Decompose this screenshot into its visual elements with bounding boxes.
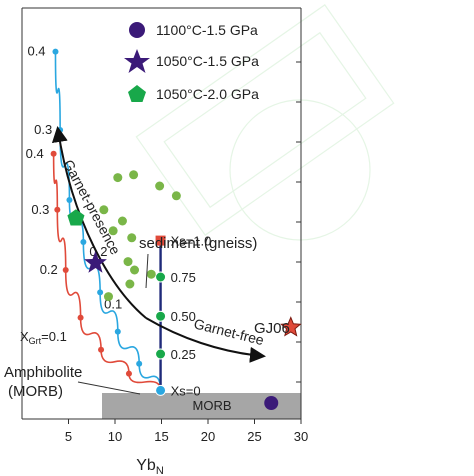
x-axis-label-sub: N <box>156 465 164 476</box>
legend-pentagon-marker <box>128 85 146 102</box>
garnet-presence-arrow <box>51 126 147 319</box>
amphibolite-pointer <box>77 381 141 395</box>
star-point <box>84 251 107 273</box>
x-tick-label: 10 <box>108 429 122 444</box>
legend-star-marker <box>124 49 150 73</box>
sediment-point-label: Xs=1.0 <box>171 234 212 249</box>
garnet-free-arrow <box>145 317 266 363</box>
mixing-curve-point <box>125 370 132 377</box>
sediment-point <box>155 271 167 283</box>
x-axis-label-main: Yb <box>136 457 156 474</box>
sediment-mixing-points: Xs=0 0.25 0.50 0.75 Xs=1.0 <box>155 234 212 398</box>
legend-label-2: 1050°C-1.5 GPa <box>156 53 259 69</box>
x-tick-label: 20 <box>201 429 215 444</box>
circle-point <box>99 205 109 215</box>
mixing-curve-label: 0.4 <box>27 44 45 59</box>
legend: 1100°C-1.5 GPa 1050°C-1.5 GPa 1050°C-2.0… <box>124 22 259 102</box>
sediment-point <box>155 310 167 322</box>
sediment-point <box>155 348 167 360</box>
gj06-label: GJ06 <box>254 320 290 337</box>
mixing-curve-point <box>62 267 69 273</box>
sediment-point-label: Xs=0 <box>171 383 201 398</box>
legend-circle-marker <box>129 22 145 38</box>
circle-point <box>264 396 279 410</box>
circle-point <box>171 191 181 201</box>
circle-point <box>123 257 133 267</box>
circle-point <box>103 292 113 302</box>
xgrt-prefix: X <box>20 329 29 344</box>
legend-label-3: 1050°C-2.0 GPa <box>156 86 259 102</box>
x-tick-label: 30 <box>294 429 308 444</box>
xgrt-sub: Grt <box>29 336 42 346</box>
circle-point <box>127 233 137 243</box>
mixing-curve-label: 0.3 <box>31 202 49 217</box>
circle-point <box>129 170 139 180</box>
mixing-curve-points: 0.40.30.20.10.40.30.2 <box>26 44 143 377</box>
sediment-square-marker <box>155 235 166 246</box>
legend-label-1: 1100°C-1.5 GPa <box>156 22 258 38</box>
amphibolite-label-line2: (MORB) <box>8 383 63 400</box>
circle-point <box>125 279 135 289</box>
mixing-curve-point <box>98 346 105 353</box>
xgrt-label: XGrt=0.1 <box>20 329 67 346</box>
mixing-curve-point <box>66 197 73 203</box>
mixing-curve-point <box>136 360 143 367</box>
circle-point <box>117 216 127 226</box>
mixing-curve-point <box>54 206 61 213</box>
mixing-curve-point <box>97 289 104 296</box>
circle-point <box>155 181 165 191</box>
x-tick-label: 25 <box>247 429 261 444</box>
pentagon-point <box>67 209 85 226</box>
x-ticks: 5 10 15 20 25 30 <box>65 419 308 444</box>
mixing-curve-point <box>114 328 121 335</box>
scatter-points <box>67 170 302 410</box>
right-ticks <box>296 61 301 383</box>
sediment-point <box>155 384 167 396</box>
mixing-curve-point <box>50 150 57 157</box>
sediment-pointer <box>145 253 149 289</box>
sediment-point-label: 0.50 <box>171 309 196 324</box>
sediment-label: sediment (gneiss) <box>139 235 257 252</box>
mixing-curve-point <box>52 48 59 55</box>
mixing-curve-label: 0.2 <box>40 262 58 277</box>
circle-point <box>146 269 156 279</box>
circle-point <box>130 265 140 275</box>
x-tick-label: 15 <box>154 429 168 444</box>
xgrt-suffix: =0.1 <box>41 329 67 344</box>
x-tick-label: 5 <box>65 429 72 444</box>
gj06-star-point <box>280 316 302 337</box>
x-axis-label: YbN <box>136 457 164 476</box>
mixing-curve-point <box>80 239 87 245</box>
sediment-point-label: 0.75 <box>171 270 196 285</box>
circle-point <box>113 173 123 183</box>
circle-point <box>108 226 118 236</box>
mixing-curve-label: 0.3 <box>34 122 52 137</box>
sediment-point-label: 0.25 <box>171 347 196 362</box>
mixing-curve-label: 0.4 <box>26 146 44 161</box>
amphibolite-label-line1: Amphibolite <box>4 364 82 381</box>
mixing-curve-point <box>77 314 84 321</box>
morb-band-label: MORB <box>193 398 232 413</box>
watermark <box>135 4 395 241</box>
